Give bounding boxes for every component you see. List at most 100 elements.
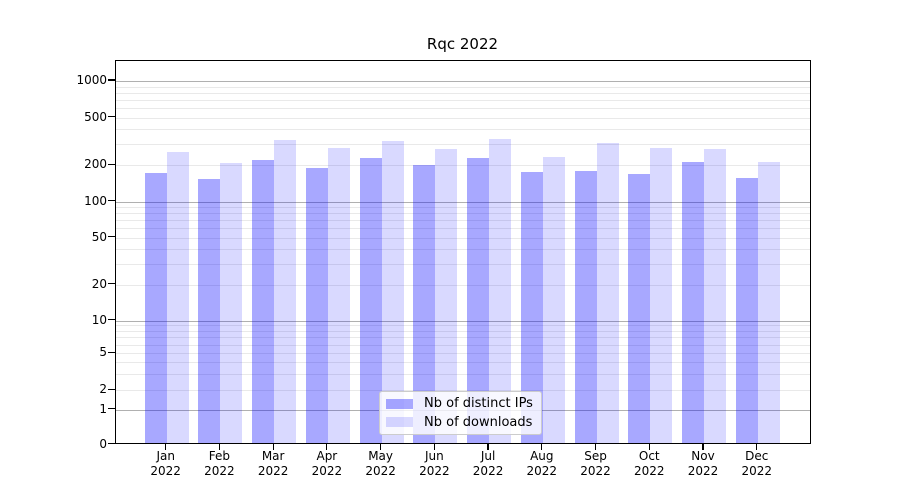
bar-distinct-ips-jun: [413, 165, 436, 443]
x-tick-label-aug: Aug 2022: [526, 449, 558, 478]
x-tick-label-jul: Jul 2022: [472, 449, 504, 478]
y-tick-label-500: 500: [84, 109, 107, 124]
x-tick-label-feb: Feb 2022: [204, 449, 235, 478]
bar-distinct-ips-jan: [144, 173, 167, 443]
bar-distinct-ips-aug: [520, 172, 543, 443]
x-tick-mark-apr: [326, 443, 328, 450]
x-tick-label-nov: Nov 2022: [687, 449, 719, 478]
legend-row-downloads: Nb of downloads: [386, 415, 535, 431]
y-tick-mark-2: [107, 388, 115, 390]
y-tick-label-100: 100: [84, 193, 107, 208]
legend-swatch-downloads: [386, 417, 413, 428]
y-tick-label-5: 5: [99, 345, 107, 360]
plot-area: [114, 60, 811, 444]
bar-distinct-ips-dec: [735, 177, 758, 443]
x-tick-label-dec: Dec 2022: [741, 449, 772, 478]
x-tick-label-may: May 2022: [365, 449, 396, 478]
legend-label-distinct-ips: Nb of distinct IPs: [424, 396, 533, 412]
x-tick-label-jun: Jun 2022: [419, 449, 450, 478]
bar-downloads-jul: [489, 139, 512, 443]
x-tick-mark-mar: [272, 443, 274, 450]
gridline-y-2: [115, 390, 810, 392]
x-tick-mark-jul: [487, 443, 489, 450]
gridline-y-200: [115, 165, 810, 167]
bar-distinct-ips-sep: [574, 170, 597, 443]
x-tick-label-oct: Oct 2022: [633, 449, 665, 478]
gridline-y-6: [115, 344, 810, 346]
gridline-y-90: [115, 207, 810, 209]
y-tick-mark-10: [107, 318, 115, 321]
gridline-y-80: [115, 213, 810, 215]
x-tick-mark-nov: [702, 443, 704, 450]
bar-distinct-ips-jul: [467, 158, 490, 443]
bar-downloads-jan: [166, 151, 189, 443]
bar-downloads-may: [381, 140, 404, 443]
bar-downloads-apr: [327, 148, 350, 443]
bar-distinct-ips-may: [359, 158, 382, 443]
bar-downloads-aug: [542, 156, 565, 443]
x-tick-mark-sep: [594, 443, 597, 450]
x-tick-mark-oct: [648, 443, 650, 450]
gridline-y-40: [115, 249, 810, 251]
y-tick-label-1: 1: [99, 401, 107, 416]
bar-downloads-sep: [596, 142, 619, 443]
bar-downloads-mar: [274, 139, 297, 443]
y-tick-label-2: 2: [99, 382, 107, 397]
gridline-y-800: [115, 92, 810, 94]
gridline-y-300: [115, 144, 810, 146]
bar-downloads-oct: [650, 148, 673, 443]
y-tick-mark-50: [107, 236, 115, 238]
y-tick-mark-500: [107, 116, 115, 118]
gridline-y-8: [115, 331, 810, 333]
gridline-y-70: [115, 220, 810, 222]
gridline-y-50: [115, 237, 810, 239]
bar-distinct-ips-oct: [628, 173, 651, 443]
x-tick-label-mar: Mar 2022: [257, 449, 289, 478]
x-tick-mark-aug: [541, 443, 543, 450]
y-tick-mark-200: [107, 163, 115, 165]
x-tick-mark-jun: [433, 443, 435, 450]
gridline-y-900: [115, 86, 810, 88]
bar-downloads-feb: [220, 163, 243, 443]
gridline-y-600: [115, 108, 810, 110]
legend-swatch-distinct-ips: [386, 398, 413, 409]
gridline-y-5: [115, 353, 810, 355]
y-tick-mark-20: [107, 283, 115, 285]
y-tick-mark-0: [107, 442, 115, 445]
legend-label-downloads: Nb of downloads: [424, 414, 533, 430]
bar-distinct-ips-feb: [198, 179, 221, 443]
gridline-y-100: [115, 201, 810, 203]
y-tick-label-50: 50: [91, 229, 107, 244]
y-tick-mark-100: [107, 200, 115, 202]
y-tick-mark-5: [107, 351, 115, 353]
y-tick-mark-1: [107, 408, 115, 410]
x-tick-mark-may: [380, 443, 382, 450]
y-tick-label-20: 20: [91, 276, 107, 291]
gridline-y-700: [115, 99, 810, 101]
x-tick-mark-dec: [756, 443, 758, 450]
bar-distinct-ips-mar: [252, 160, 275, 443]
gridline-y-60: [115, 228, 810, 230]
y-tick-label-1000: 1000: [76, 73, 107, 87]
gridline-y-3: [115, 373, 810, 375]
x-tick-label-apr: Apr 2022: [311, 449, 343, 478]
x-tick-mark-feb: [218, 443, 221, 450]
bar-downloads-jun: [435, 149, 458, 443]
bar-distinct-ips-apr: [305, 167, 328, 443]
y-tick-label-0: 0: [99, 436, 107, 451]
bar-distinct-ips-nov: [682, 162, 704, 443]
gridline-y-500: [115, 117, 810, 119]
gridline-y-9: [115, 325, 810, 327]
gridline-y-10: [115, 320, 810, 322]
gridline-y-20: [115, 284, 810, 286]
x-tick-label-sep: Sep 2022: [580, 449, 611, 478]
gridline-y-400: [115, 129, 810, 131]
legend: Nb of distinct IPs Nb of downloads: [379, 391, 542, 435]
gridline-y-1000: [115, 81, 810, 82]
chart-title: Rqc 2022: [426, 35, 499, 53]
bar-downloads-nov: [704, 148, 726, 443]
gridline-y-4: [115, 362, 810, 364]
legend-row-distinct-ips: Nb of distinct IPs: [386, 396, 535, 412]
bar-downloads-dec: [757, 162, 780, 443]
y-tick-label-200: 200: [84, 157, 107, 172]
